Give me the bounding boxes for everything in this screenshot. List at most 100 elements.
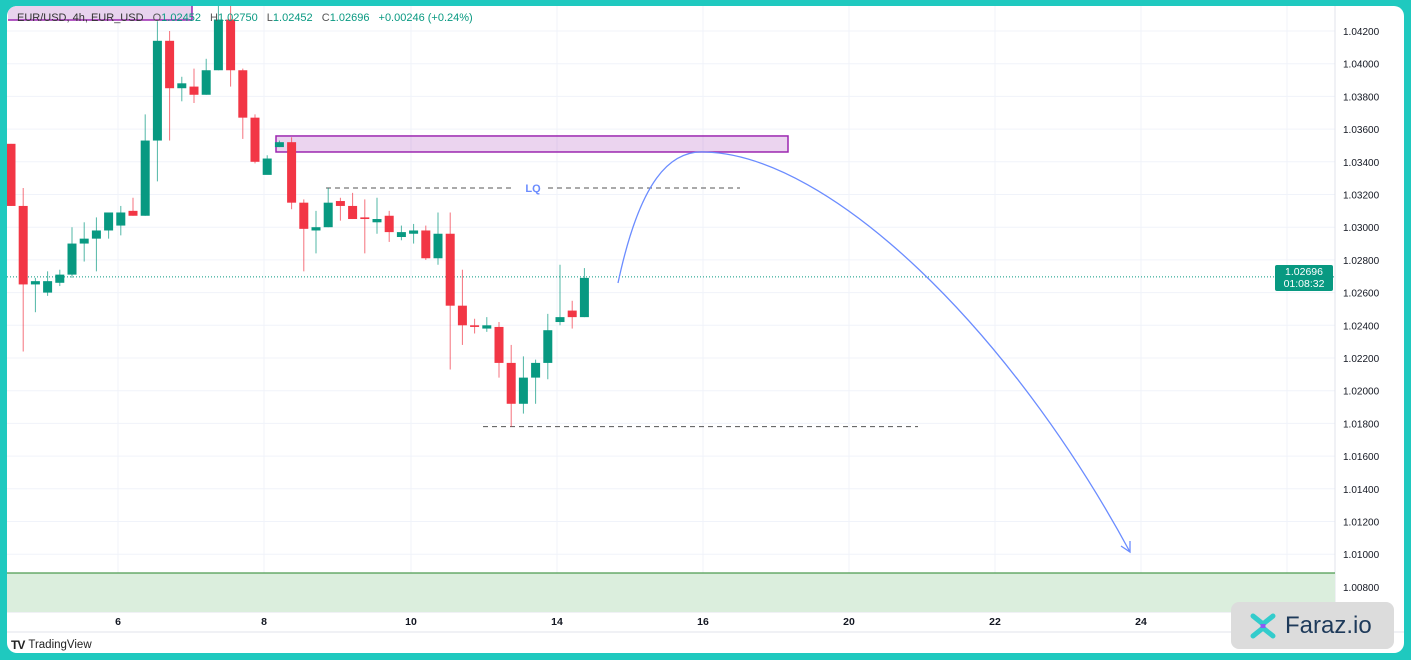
change-value: +0.00246 (+0.24%): [378, 12, 473, 24]
candle: [30, 277, 40, 313]
candle-body: [67, 243, 77, 275]
candle: [43, 271, 53, 296]
candle-body: [177, 83, 187, 89]
low-label: L: [266, 12, 273, 24]
close-label: C: [321, 12, 330, 24]
candle-body: [201, 70, 211, 95]
time-axis-label: 6: [115, 616, 121, 628]
candle-body: [384, 215, 394, 233]
price-axis-label: 1.01600: [1343, 452, 1380, 463]
candle-body: [55, 274, 65, 283]
price-axis-label: 1.01200: [1343, 518, 1380, 529]
candle-body: [165, 40, 175, 89]
candle-body: [79, 238, 89, 244]
candle: [445, 212, 455, 370]
candle: [201, 58, 211, 95]
time-axis-label: 20: [843, 616, 855, 628]
chart-window: 1.04200 1.04000 1.03800 1.03600 1.03400 1.032…: [7, 6, 1404, 653]
price-axis-label: 1.02400: [1343, 321, 1380, 332]
price-axis-label: 1.02600: [1343, 289, 1380, 300]
candle: [287, 137, 297, 210]
candle: [128, 197, 138, 216]
candle: [311, 210, 321, 254]
bar-countdown: 01:08:32: [1283, 278, 1325, 290]
candle-body: [323, 202, 333, 228]
candle-body: [116, 212, 126, 226]
current-price: 1.02696: [1285, 266, 1323, 278]
candle: [213, 6, 223, 71]
candle: [55, 269, 65, 287]
candle: [18, 187, 28, 352]
candle: [67, 227, 77, 278]
price-axis-label: 1.00800: [1343, 583, 1380, 594]
arrow-head-icon: [1120, 541, 1131, 554]
candle: [457, 269, 467, 345]
candle: [372, 197, 382, 234]
symbol-name[interactable]: EUR/USD, 4h, EUR_USD: [17, 12, 144, 24]
candle-body: [213, 19, 223, 71]
candle-body: [238, 70, 248, 118]
lq-label: LQ: [525, 183, 541, 195]
candle-body: [360, 217, 370, 220]
candle-body: [152, 40, 162, 141]
price-axis-label: 1.02200: [1343, 354, 1380, 365]
candle-body: [579, 277, 589, 318]
candle-body: [299, 202, 309, 229]
price-chart[interactable]: 1.04200 1.04000 1.03800 1.03600 1.03400 1.032…: [7, 6, 1404, 653]
candle-body: [140, 140, 150, 216]
faraz-watermark: Faraz.io: [1231, 602, 1394, 649]
tradingview-brand[interactable]: TV TradingView: [11, 638, 92, 652]
demand-zone: [7, 573, 1335, 612]
candle: [506, 344, 516, 427]
candle-body: [7, 143, 16, 206]
candle: [116, 205, 126, 236]
candle: [421, 225, 431, 260]
faraz-label: Faraz.io: [1285, 611, 1372, 639]
price-axis-label: 1.01800: [1343, 419, 1380, 430]
candle-body: [482, 325, 492, 329]
candle: [238, 68, 248, 139]
projection-curve: [617, 151, 1131, 553]
time-axis-label: 22: [989, 616, 1001, 628]
candle: [177, 76, 187, 102]
price-axis-label: 1.02000: [1343, 387, 1380, 398]
candle-body: [189, 86, 199, 95]
price-axis-label: 1.01400: [1343, 485, 1380, 496]
candle: [140, 114, 150, 216]
candle: [579, 268, 589, 318]
candle: [189, 68, 199, 103]
candle-body: [250, 117, 260, 162]
candle-body: [494, 326, 504, 363]
time-axis-label: 16: [697, 616, 709, 628]
candle-body: [43, 281, 53, 293]
price-axis-label: 1.01000: [1343, 550, 1380, 561]
candle-body: [506, 362, 516, 404]
candle: [360, 199, 370, 254]
candle: [323, 187, 333, 228]
time-axis-label: 10: [405, 616, 417, 628]
candle-body: [555, 317, 565, 323]
symbol-legend: EUR/USD, 4h, EUR_USD O1.02452 H1.02750 L…: [17, 12, 473, 24]
tradingview-label: TradingView: [28, 639, 92, 651]
candle-body: [274, 142, 284, 148]
candle-body: [518, 377, 528, 404]
price-axis-label: 1.04200: [1343, 27, 1380, 38]
candle-body: [18, 205, 28, 285]
candle: [409, 223, 419, 244]
candle-body: [531, 362, 541, 378]
candle: [274, 140, 284, 148]
candle: [104, 212, 114, 239]
price-axis-label: 1.03600: [1343, 125, 1380, 136]
candle: [335, 197, 345, 221]
candle: [79, 222, 89, 262]
candle-body: [445, 233, 455, 306]
price-axis-label: 1.02800: [1343, 256, 1380, 267]
price-axis-label: 1.03400: [1343, 158, 1380, 169]
price-axis-label: 1.04000: [1343, 60, 1380, 71]
candle: [250, 114, 260, 164]
candle: [226, 6, 236, 87]
candle: [531, 359, 541, 404]
candle-body: [567, 310, 577, 318]
candle: [262, 155, 272, 175]
candle: [433, 212, 443, 265]
